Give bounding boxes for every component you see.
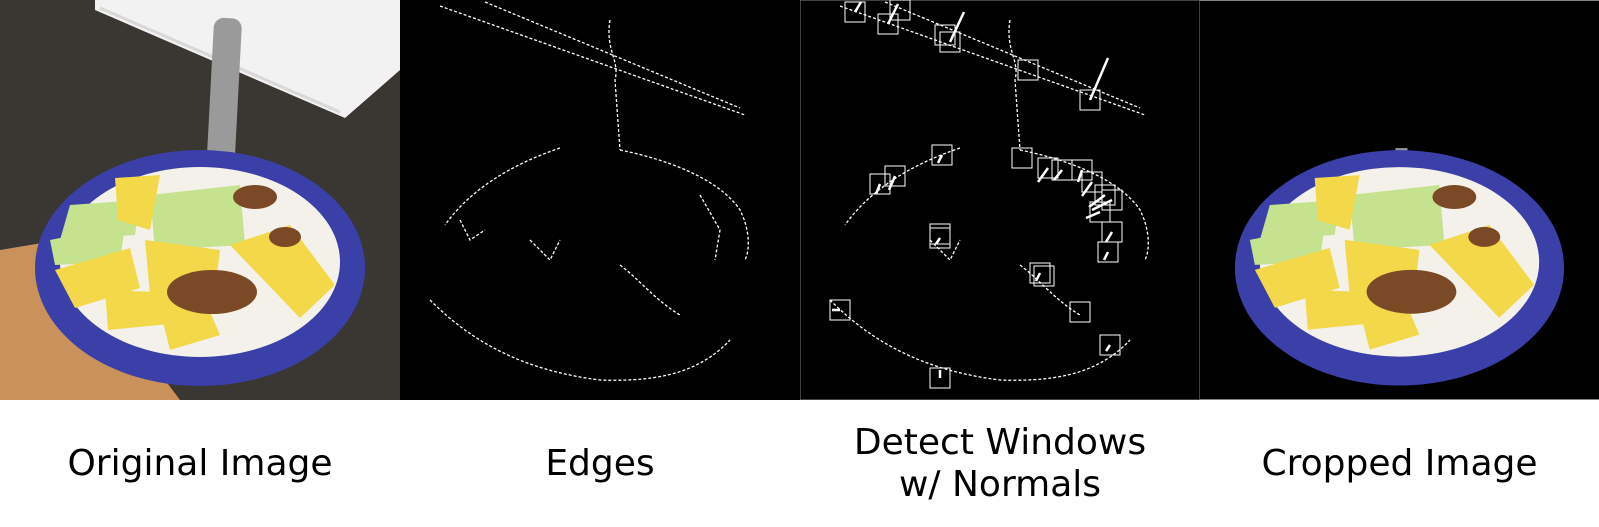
normal-vector (853, 1, 863, 13)
detect-windows-panel (800, 0, 1200, 400)
fruit-bowl-photo (0, 0, 400, 400)
edges-panel (400, 0, 800, 400)
detection-window (1029, 262, 1051, 284)
normal-vector (1053, 169, 1063, 181)
detection-window (931, 144, 953, 166)
normal-vector (1076, 169, 1084, 183)
detection-window (929, 367, 951, 389)
normal-vector (1102, 251, 1110, 261)
detection-window (1089, 201, 1111, 223)
caption-cropped-image: Cropped Image (1200, 400, 1599, 527)
detection-window (1069, 301, 1091, 323)
normal-vector (1036, 167, 1050, 183)
detection-window (869, 173, 891, 195)
caption-line: Edges (545, 442, 655, 484)
normal-vector (886, 3, 900, 25)
normal-vector (948, 11, 966, 43)
detection-overlay (800, 0, 1200, 400)
detection-window (844, 1, 866, 23)
original-image-panel (0, 0, 400, 400)
detection-window (1033, 265, 1055, 287)
detection-window (1094, 184, 1116, 206)
caption-line: Cropped Image (1261, 442, 1538, 484)
detection-window (1081, 171, 1103, 193)
normal-vector (874, 183, 882, 195)
detection-window (1017, 59, 1039, 81)
detection-window (1101, 189, 1123, 211)
detection-window (877, 13, 899, 35)
normal-vector (1104, 344, 1112, 352)
detection-window (1099, 334, 1121, 356)
caption-edges: Edges (400, 400, 800, 527)
normal-vector (1104, 231, 1114, 243)
cropped-fruit-bowl (1200, 0, 1599, 400)
normal-vector (934, 237, 942, 245)
detection-window (889, 0, 911, 21)
edge-map (400, 0, 800, 400)
detection-window (934, 24, 956, 46)
detection-window (929, 223, 951, 245)
detection-window (939, 31, 961, 53)
caption-original-image: Original Image (0, 400, 400, 527)
detection-window (884, 165, 906, 187)
caption-line: Detect Windows (853, 421, 1147, 463)
detection-window (1097, 241, 1119, 263)
detection-window (1079, 89, 1101, 111)
normal-vector (1088, 194, 1106, 208)
normal-vector (1088, 57, 1110, 101)
normal-vector (1085, 210, 1101, 220)
detection-window (1011, 147, 1033, 169)
normal-vector (1080, 181, 1094, 197)
caption-line: w/ Normals (898, 463, 1102, 505)
detection-window (1037, 157, 1059, 179)
normal-vector (1034, 272, 1042, 282)
normal-vector (936, 154, 944, 164)
caption-line: Original Image (67, 442, 333, 484)
detection-window (829, 299, 851, 321)
cropped-image-panel (1200, 0, 1599, 400)
caption-detect-windows: Detect Windows w/ Normals (800, 400, 1200, 527)
